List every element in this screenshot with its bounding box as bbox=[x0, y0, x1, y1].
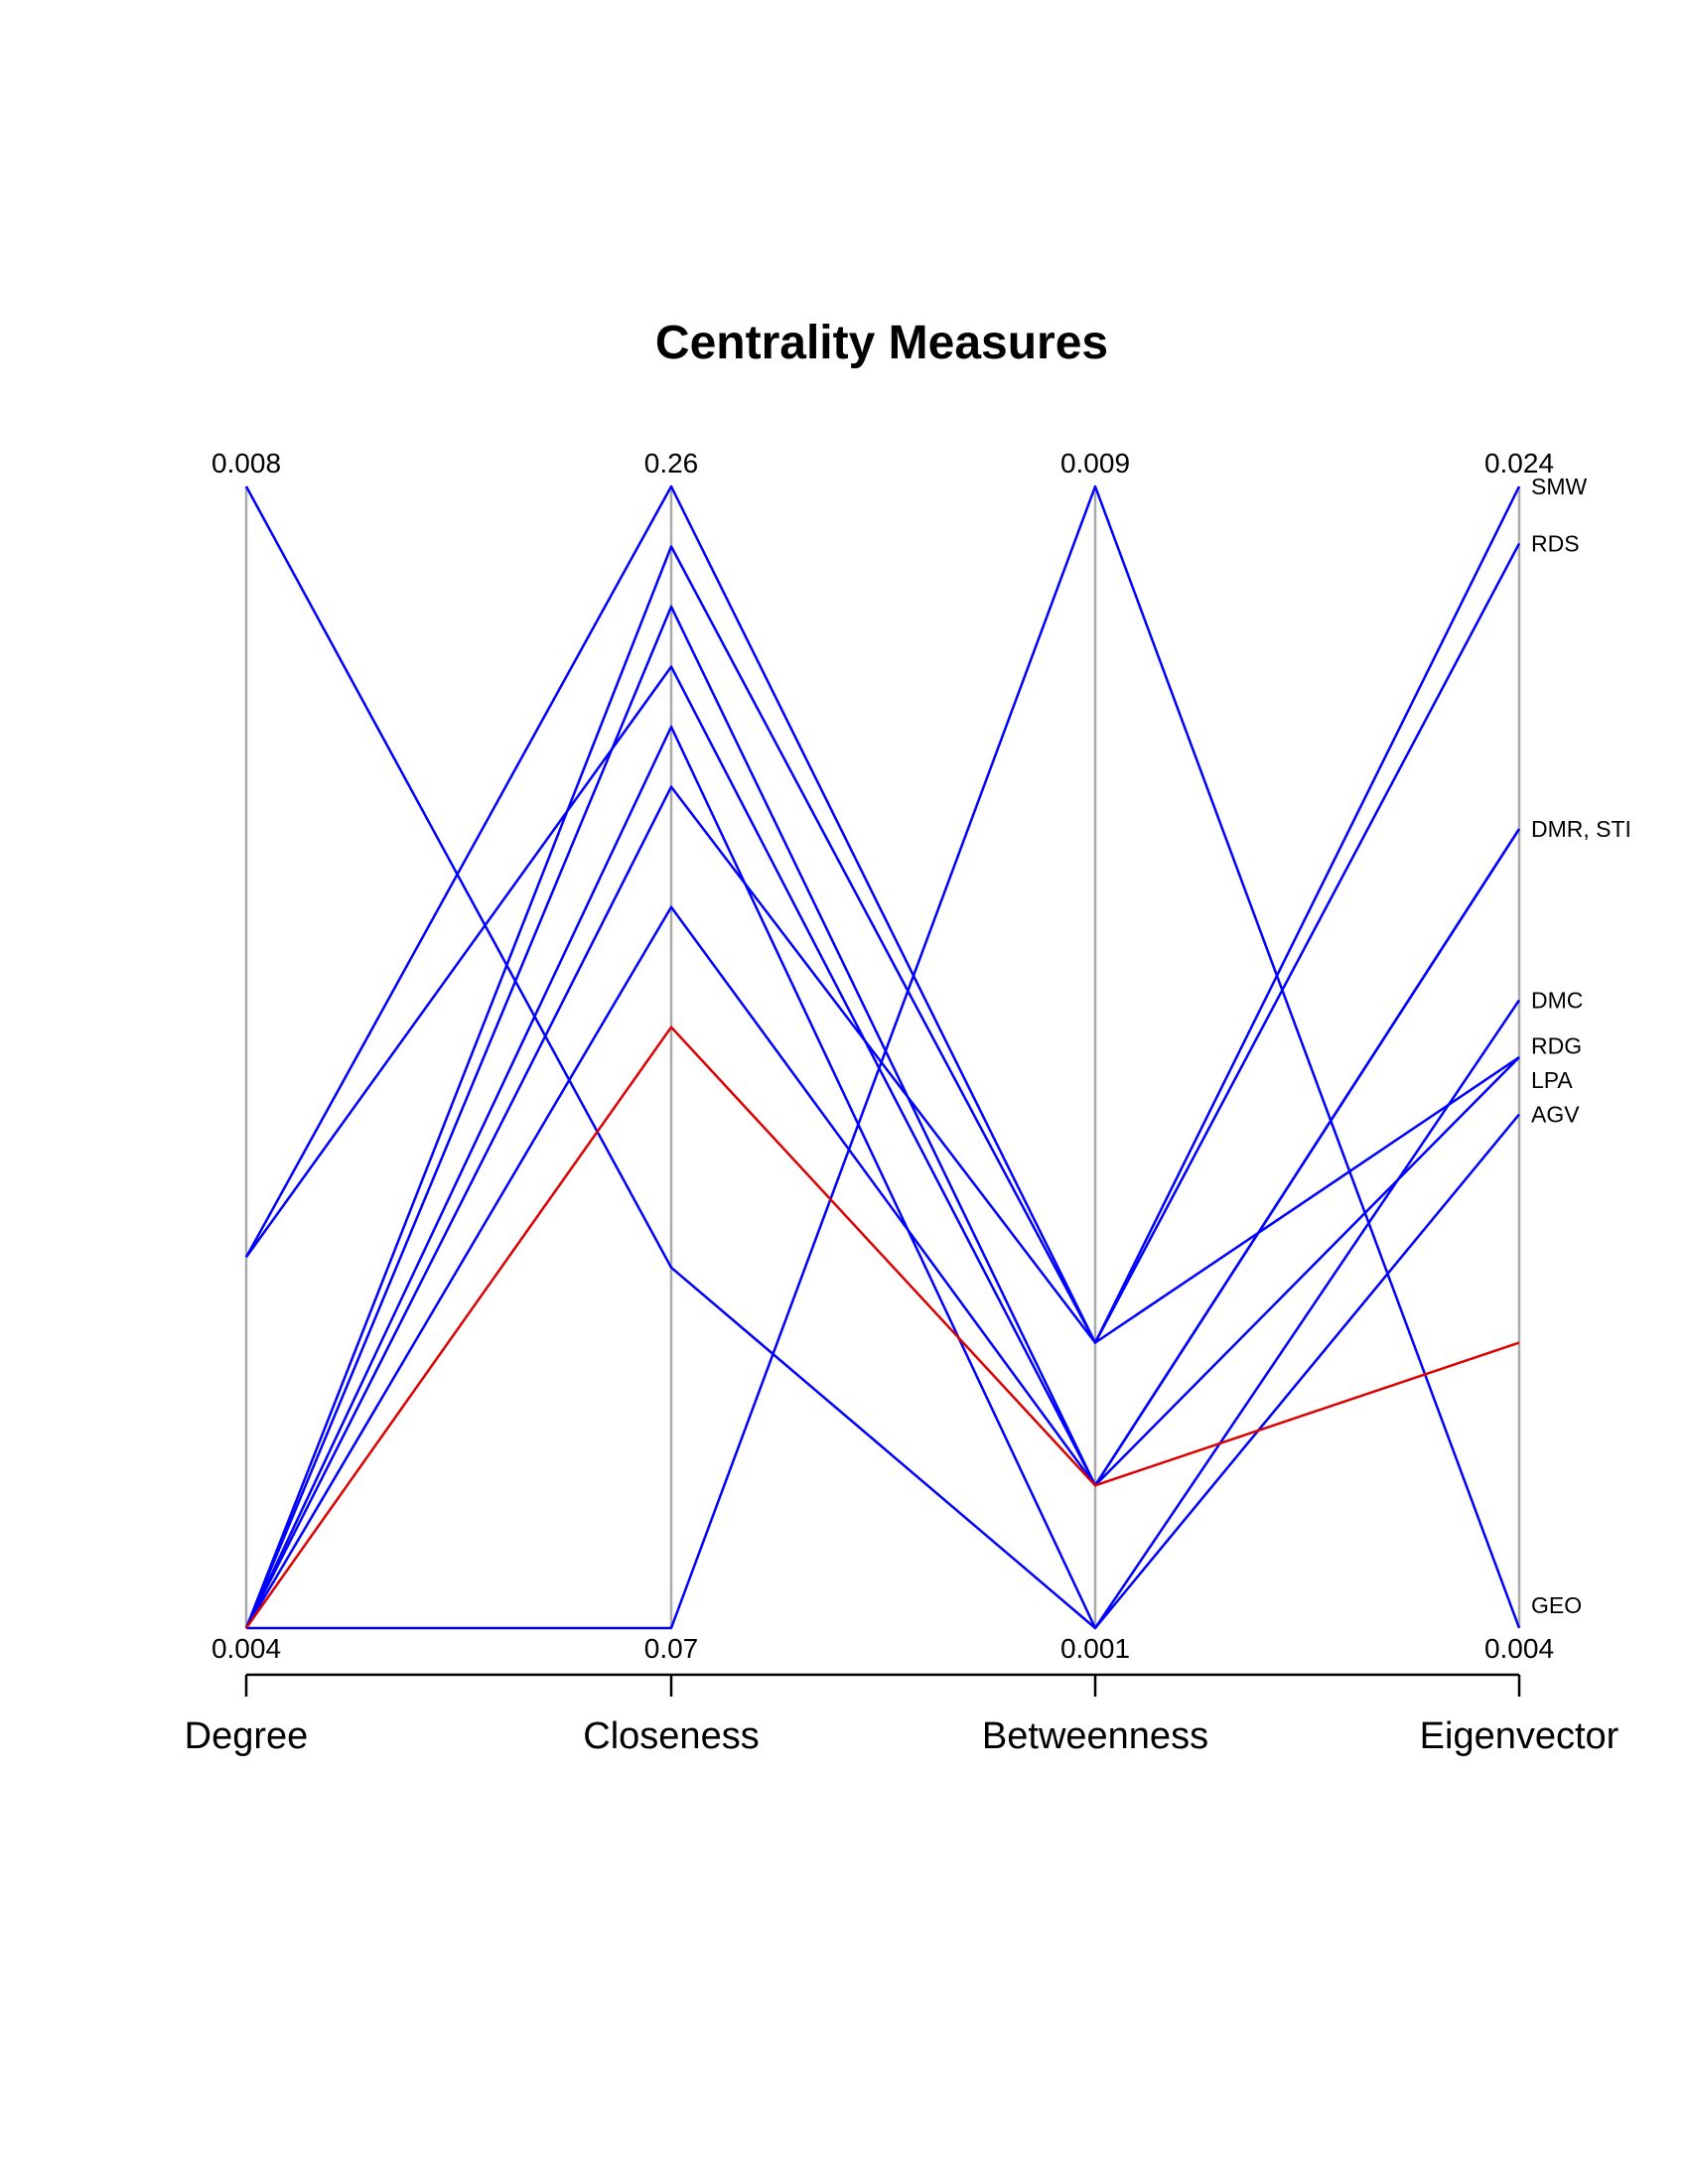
axis-max-label-degree: 0.008 bbox=[211, 448, 281, 478]
series-label-rds: RDS bbox=[1531, 531, 1580, 557]
axis-max-label-betweenness: 0.009 bbox=[1060, 448, 1130, 478]
labels-layer: 0.008 0.004 0.26 0.07 0.009 0.001 0.024 0.004 SM… bbox=[211, 448, 1631, 1664]
axis-max-label-eigenvector: 0.024 bbox=[1484, 448, 1554, 478]
series-line-dmr bbox=[244, 665, 1521, 1487]
series-line-rds bbox=[244, 542, 1521, 1629]
axis-name-betweenness: Betweenness bbox=[982, 1715, 1208, 1757]
series-line-highlighted bbox=[244, 1025, 1520, 1629]
series-line-smw bbox=[244, 484, 1521, 1344]
series-label-dmc: DMC bbox=[1531, 988, 1583, 1014]
axis-min-label-betweenness: 0.001 bbox=[1060, 1633, 1130, 1664]
series-line-lpa bbox=[244, 905, 1520, 1629]
series-label-lpa: LPA bbox=[1531, 1067, 1573, 1093]
series-label-rdg: RDG bbox=[1531, 1033, 1582, 1059]
series-label-smw: SMW bbox=[1531, 474, 1588, 499]
series-line-rdg bbox=[244, 785, 1520, 1629]
axis-min-label-closeness: 0.07 bbox=[644, 1633, 699, 1664]
series-lines-layer bbox=[244, 484, 1521, 1630]
series-line-agv bbox=[244, 485, 1520, 1630]
series-label-agv: AGV bbox=[1531, 1102, 1580, 1128]
axis-name-degree: Degree bbox=[185, 1715, 309, 1757]
series-label-dmr-sti: DMR, STI bbox=[1531, 816, 1631, 842]
series-line-geo bbox=[246, 484, 1521, 1630]
axis-name-eigenvector: Eigenvector bbox=[1420, 1715, 1619, 1757]
series-label-geo: GEO bbox=[1531, 1592, 1582, 1618]
axis-min-label-eigenvector: 0.004 bbox=[1484, 1633, 1554, 1664]
axis-name-closeness: Closeness bbox=[583, 1715, 759, 1757]
chart-title: Centrality Measures bbox=[655, 317, 1108, 369]
bottom-axis: Degree Closeness Betweenness Eigenvector bbox=[185, 1673, 1619, 1757]
axis-min-label-degree: 0.004 bbox=[211, 1633, 281, 1664]
axis-max-label-closeness: 0.26 bbox=[644, 448, 699, 478]
series-line-dmc bbox=[244, 725, 1521, 1630]
series-line-sti bbox=[244, 605, 1521, 1629]
